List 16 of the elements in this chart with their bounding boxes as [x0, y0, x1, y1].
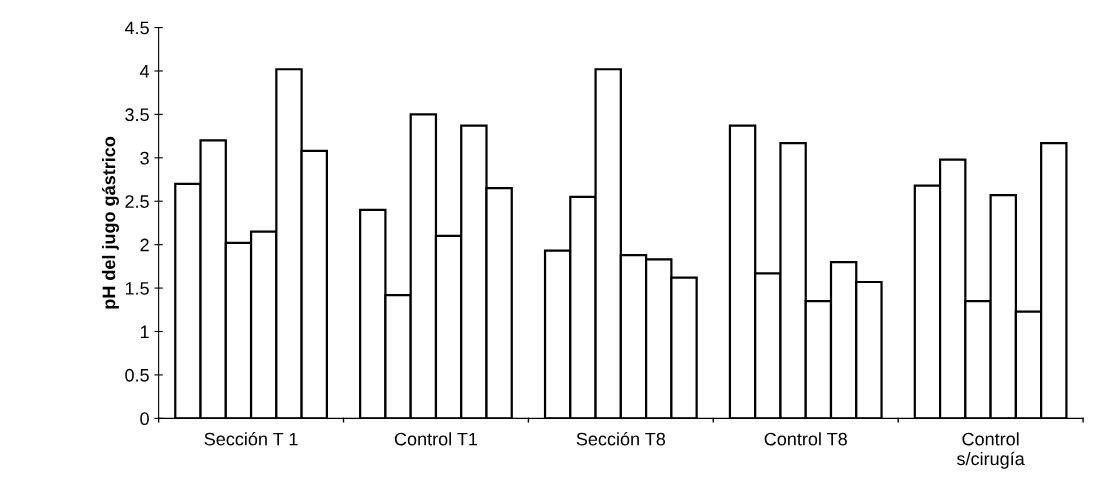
y-tick-label: 3	[140, 151, 149, 165]
x-tick-label: Sección T 1	[204, 432, 298, 446]
x-tick-label: Control T1	[394, 432, 478, 446]
y-tick-label: 4	[139, 65, 150, 78]
x-tick-label: Control s/cirugía	[957, 432, 1025, 469]
y-axis-title: pH del jugo gástrico	[101, 136, 119, 309]
y-tick-label: 3.5	[125, 108, 149, 122]
y-tick-label: 0	[140, 412, 149, 426]
x-tick-label: Control T8	[764, 432, 847, 446]
y-tick-label: 1.5	[125, 282, 149, 295]
y-tick-label: 4.5	[124, 21, 149, 35]
x-tick-label: Sección T8	[576, 432, 666, 446]
y-tick-label: 1	[140, 325, 149, 339]
y-tick-label: 2	[140, 238, 149, 252]
y-tick-label: 2.5	[125, 195, 149, 208]
y-tick-label: 0.5	[125, 368, 149, 382]
